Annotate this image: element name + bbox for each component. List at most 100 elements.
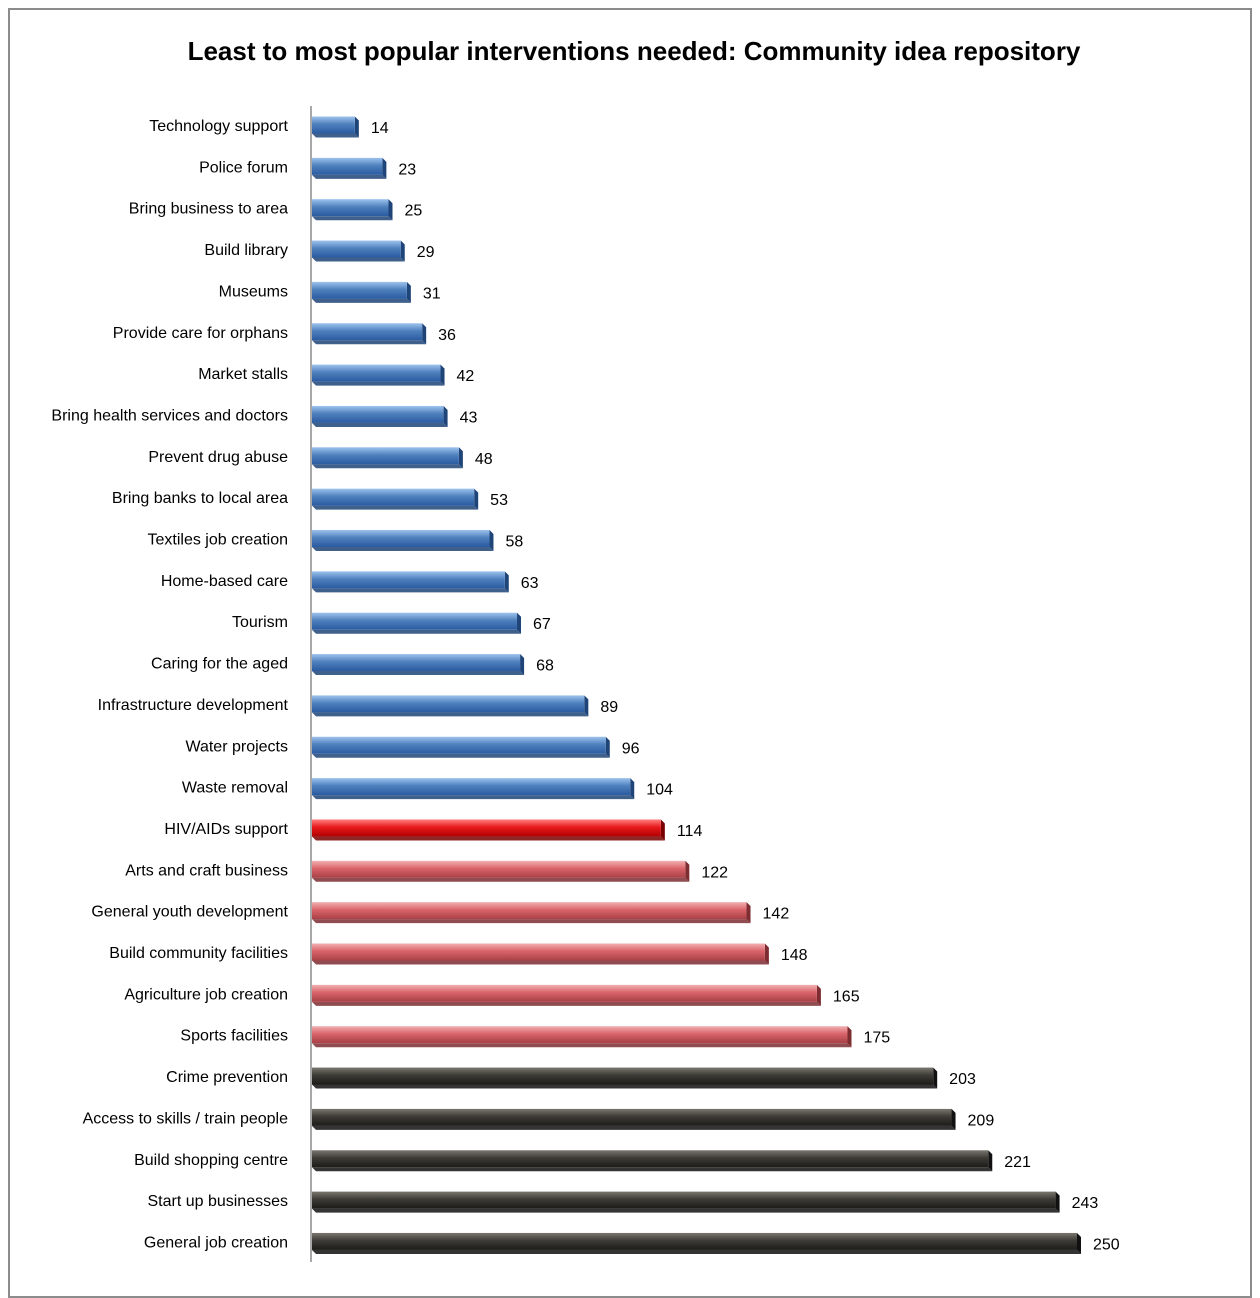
category-label: Start up businesses bbox=[147, 1193, 288, 1210]
bar-bottom-face bbox=[312, 1125, 956, 1130]
bar bbox=[312, 736, 606, 754]
bar-end-cap bbox=[406, 281, 411, 303]
value-label: 96 bbox=[622, 740, 640, 757]
bar bbox=[312, 1150, 989, 1168]
bar-bottom-face bbox=[312, 588, 509, 593]
bar-end-cap bbox=[458, 447, 463, 469]
bar bbox=[312, 240, 401, 258]
category-label: Access to skills / train people bbox=[83, 1110, 289, 1127]
category-label: Sports facilities bbox=[180, 1028, 288, 1045]
bar bbox=[312, 654, 521, 672]
category-label: Caring for the aged bbox=[151, 656, 288, 673]
bar-end-cap bbox=[440, 364, 445, 386]
bar-end-cap bbox=[847, 1026, 852, 1048]
bar-bottom-face bbox=[312, 712, 589, 717]
bar-end-cap bbox=[354, 116, 359, 138]
category-label: Arts and craft business bbox=[125, 862, 288, 879]
bar-bottom-face bbox=[312, 298, 411, 303]
bar-bottom-face bbox=[312, 381, 445, 386]
bar-bottom-face bbox=[312, 629, 522, 634]
bar-bottom-face bbox=[312, 340, 427, 345]
bar-bottom-face bbox=[312, 753, 610, 758]
bar-end-cap bbox=[933, 1067, 938, 1089]
bar bbox=[312, 488, 475, 506]
bar-bottom-face bbox=[312, 1043, 852, 1048]
bar-end-cap bbox=[422, 323, 427, 345]
bar-bottom-face bbox=[312, 795, 635, 800]
bar-end-cap bbox=[489, 530, 494, 551]
value-label: 221 bbox=[1004, 1154, 1031, 1171]
bar bbox=[312, 902, 747, 920]
value-label: 114 bbox=[677, 823, 703, 840]
bar bbox=[312, 984, 817, 1002]
value-label: 142 bbox=[763, 906, 790, 923]
category-label: Bring health services and doctors bbox=[51, 407, 288, 424]
bar-end-cap bbox=[660, 819, 665, 841]
bar-end-cap bbox=[605, 736, 610, 758]
bar-end-cap bbox=[630, 778, 635, 800]
value-label: 203 bbox=[949, 1071, 976, 1088]
value-label: 243 bbox=[1072, 1195, 1099, 1212]
bar bbox=[312, 364, 441, 382]
bar bbox=[312, 405, 444, 423]
bar bbox=[312, 1191, 1056, 1209]
bar bbox=[312, 1067, 934, 1085]
value-label: 14 bbox=[371, 120, 389, 137]
value-label: 122 bbox=[701, 864, 728, 881]
bar-end-cap bbox=[951, 1108, 956, 1130]
value-label: 42 bbox=[457, 368, 475, 385]
value-label: 165 bbox=[833, 988, 860, 1005]
category-label: HIV/AIDs support bbox=[164, 821, 288, 838]
bar-end-cap bbox=[1077, 1232, 1081, 1254]
bar-bottom-face bbox=[312, 1167, 993, 1172]
bar bbox=[312, 1108, 952, 1126]
bar-bottom-face bbox=[312, 919, 751, 924]
bar-end-cap bbox=[764, 943, 769, 965]
bar-bottom-face bbox=[312, 836, 665, 841]
value-label: 48 bbox=[475, 451, 493, 468]
category-label: Technology support bbox=[149, 118, 288, 135]
bar-end-cap bbox=[474, 488, 479, 510]
value-label: 29 bbox=[417, 244, 435, 261]
bar bbox=[312, 571, 505, 589]
bar-end-cap bbox=[685, 860, 690, 882]
bar-end-cap bbox=[443, 405, 448, 427]
bar-end-cap bbox=[988, 1150, 993, 1172]
category-label: Build shopping centre bbox=[134, 1152, 288, 1169]
value-label: 63 bbox=[521, 575, 539, 592]
category-label: Bring banks to local area bbox=[112, 490, 288, 507]
bar bbox=[312, 116, 355, 134]
bar-end-cap bbox=[504, 571, 509, 593]
value-label: 31 bbox=[423, 285, 441, 302]
bar-end-cap bbox=[1055, 1191, 1060, 1213]
bar-end-cap bbox=[816, 984, 821, 1006]
bar bbox=[312, 819, 661, 837]
value-label: 175 bbox=[864, 1030, 891, 1047]
category-label: Police forum bbox=[199, 159, 288, 176]
bar-bottom-face bbox=[312, 547, 494, 551]
bar-bottom-face bbox=[312, 877, 690, 882]
bar bbox=[312, 199, 389, 217]
category-label: Home-based care bbox=[161, 573, 288, 590]
category-label: Build library bbox=[204, 242, 288, 259]
value-label: 58 bbox=[505, 534, 523, 551]
bar-bottom-face bbox=[312, 133, 359, 138]
bar bbox=[312, 1232, 1077, 1250]
bar-bottom-face bbox=[312, 174, 387, 179]
bar-bottom-face bbox=[312, 960, 769, 965]
bar-bottom-face bbox=[312, 1084, 938, 1089]
bar bbox=[312, 323, 423, 341]
bar-bottom-face bbox=[312, 1208, 1060, 1213]
bar-end-cap bbox=[382, 157, 387, 179]
bar-bottom-face bbox=[312, 1249, 1081, 1254]
value-label: 89 bbox=[600, 699, 618, 716]
category-label: Build community facilities bbox=[109, 945, 288, 962]
bar bbox=[312, 1026, 848, 1044]
bar bbox=[312, 530, 490, 547]
bar-end-cap bbox=[400, 240, 405, 262]
value-label: 104 bbox=[646, 782, 673, 799]
value-label: 67 bbox=[533, 616, 551, 633]
value-label: 23 bbox=[398, 161, 416, 178]
bar-end-cap bbox=[388, 199, 393, 221]
category-label: Infrastructure development bbox=[98, 697, 289, 714]
